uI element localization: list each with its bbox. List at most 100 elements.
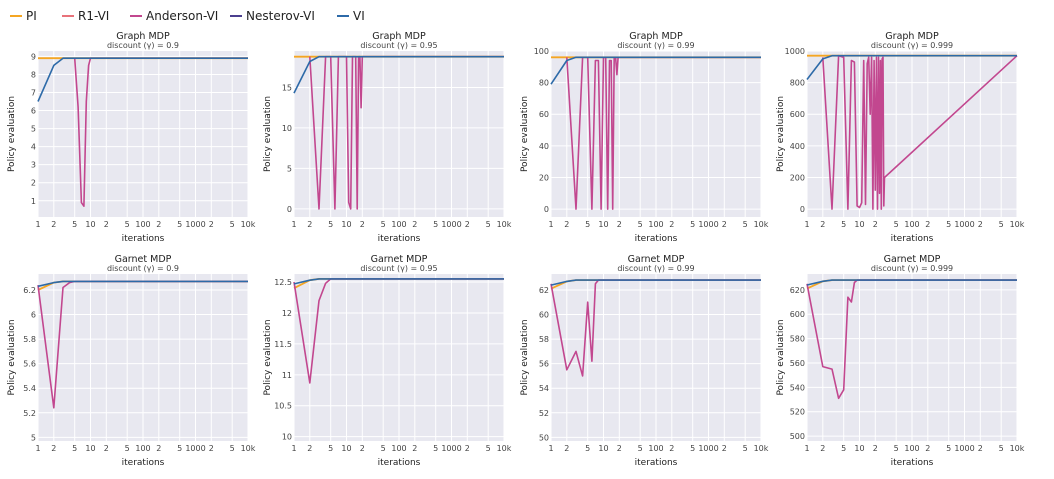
x-tick-label: 2	[209, 220, 214, 229]
x-axis-label: iterations	[122, 234, 165, 244]
series-line-anderson-vi[interactable]	[550, 279, 761, 377]
series-line-vi[interactable]	[37, 280, 248, 288]
y-tick-label: 0	[287, 205, 292, 214]
y-tick-label: 5	[31, 125, 36, 134]
x-tick-label: 2	[104, 444, 109, 453]
x-tick-label: 2	[925, 220, 930, 229]
x-tick-label: 5	[177, 220, 182, 229]
x-tick-label: 10k	[1010, 220, 1025, 229]
series-group	[550, 56, 761, 210]
x-axis-label: iterations	[378, 458, 421, 468]
x-tick-label: 1	[804, 220, 809, 229]
x-tick-label: 5	[585, 220, 590, 229]
x-tick-label: 5	[486, 444, 491, 453]
series-group	[37, 57, 248, 207]
x-tick-label: 2	[978, 220, 983, 229]
x-tick-label: 2	[51, 220, 56, 229]
x-tick-label: 10k	[1010, 444, 1025, 453]
legend-item-anderson-vi[interactable]: Anderson-VI	[130, 9, 218, 23]
x-tick-label: 5	[999, 444, 1004, 453]
y-tick-label: 600	[790, 110, 805, 119]
x-tick-label: 10	[85, 444, 95, 453]
x-tick-label: 2	[669, 444, 674, 453]
x-tick-label: 5	[328, 444, 333, 453]
y-tick-label: 11.5	[274, 340, 292, 349]
x-tick-label: 100	[135, 220, 150, 229]
legend-item-nesterov-vi[interactable]: Nesterov-VI	[230, 9, 315, 23]
x-tick-label: 2	[156, 220, 161, 229]
series-line-anderson-vi[interactable]	[566, 56, 761, 210]
y-tick-label: 80	[539, 79, 549, 88]
y-axis-label: Policy evaluation	[776, 319, 786, 395]
y-axis-label: Policy evaluation	[263, 319, 273, 395]
series-line-vi[interactable]	[37, 57, 248, 102]
y-tick-label: 800	[790, 79, 805, 88]
legend-item-pi[interactable]: PI	[10, 9, 37, 23]
x-tick-label: 2	[925, 444, 930, 453]
series-line-anderson-vi[interactable]	[73, 57, 248, 207]
x-tick-label: 5	[328, 220, 333, 229]
y-tick-label: 540	[790, 383, 805, 392]
x-tick-label: 1	[291, 220, 296, 229]
series-line-vi[interactable]	[550, 56, 761, 85]
y-tick-label: 500	[790, 432, 805, 441]
x-tick-label: 10	[598, 220, 608, 229]
y-tick-label: 560	[790, 359, 805, 368]
x-tick-label: 1000	[185, 444, 205, 453]
x-tick-label: 1000	[954, 220, 974, 229]
series-line-anderson-vi[interactable]	[822, 54, 1018, 210]
x-tick-label: 2	[465, 444, 470, 453]
chart-panel-6: 1 2 5 10 2 5 100 2 5 1000 2 5 10k1010.51111.51212.5G…	[263, 254, 512, 468]
x-tick-label: 1000	[698, 444, 718, 453]
x-tick-label: 10	[854, 220, 864, 229]
y-tick-label: 600	[790, 310, 805, 319]
x-tick-label: 10	[85, 220, 95, 229]
x-tick-label: 2	[978, 444, 983, 453]
chart-title: Graph MDP	[629, 31, 683, 42]
series-line-vi[interactable]	[806, 54, 1017, 80]
x-tick-label: 100	[904, 220, 919, 229]
x-tick-label: 2	[360, 220, 365, 229]
series-line-vi[interactable]	[806, 279, 1017, 286]
series-group	[806, 54, 1018, 210]
chart-subtitle: discount (γ) = 0.95	[360, 264, 437, 273]
y-tick-label: 52	[539, 409, 549, 418]
x-tick-label: 10k	[241, 444, 256, 453]
x-tick-label: 5	[638, 444, 643, 453]
x-tick-label: 1000	[185, 220, 205, 229]
series-group	[293, 277, 504, 384]
x-tick-label: 5	[177, 444, 182, 453]
y-tick-label: 1000	[785, 47, 805, 56]
legend-label: VI	[353, 9, 365, 23]
y-tick-label: 11	[282, 371, 292, 380]
series-line-vi[interactable]	[293, 278, 504, 285]
y-tick-label: 6.2	[23, 286, 36, 295]
x-tick-label: 10k	[754, 220, 769, 229]
legend-item-vi[interactable]: VI	[337, 9, 365, 23]
series-line-vi[interactable]	[293, 55, 504, 94]
x-tick-label: 5	[638, 220, 643, 229]
x-tick-label: 2	[564, 220, 569, 229]
x-tick-label: 1000	[698, 220, 718, 229]
x-tick-label: 1	[35, 220, 40, 229]
x-tick-label: 2	[412, 444, 417, 453]
x-tick-label: 2	[669, 220, 674, 229]
chart-subtitle: discount (γ) = 0.999	[871, 264, 953, 273]
x-tick-label: 5	[433, 220, 438, 229]
x-tick-label: 2	[360, 444, 365, 453]
x-tick-label: 2	[873, 220, 878, 229]
y-tick-label: 5.8	[23, 335, 36, 344]
y-tick-label: 580	[790, 335, 805, 344]
legend-item-r1-vi[interactable]: R1-VI	[62, 9, 109, 23]
y-tick-label: 12	[282, 309, 292, 318]
y-axis-label: Policy evaluation	[7, 319, 17, 395]
series-line-vi[interactable]	[550, 279, 761, 286]
chart-title: Garnet MDP	[115, 254, 172, 265]
series-line-anderson-vi[interactable]	[806, 279, 1017, 400]
x-tick-label: 5	[894, 444, 899, 453]
y-tick-label: 10	[282, 124, 292, 133]
